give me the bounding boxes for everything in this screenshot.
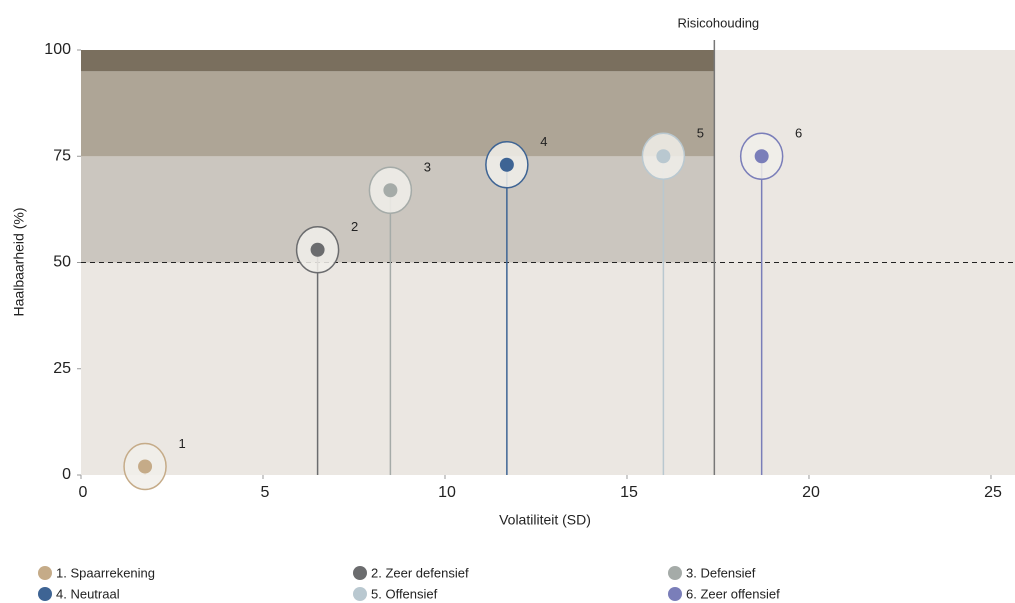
risk-line-label: Risicohouding — [678, 15, 760, 30]
point — [138, 459, 153, 474]
point-label: 1 — [178, 436, 185, 451]
legend-label: 6. Zeer offensief — [686, 586, 780, 601]
legend-marker — [668, 566, 682, 580]
legend-label: 5. Offensief — [371, 586, 438, 601]
x-tick-label: 15 — [620, 484, 638, 501]
x-tick-label: 20 — [802, 484, 820, 501]
legend-label: 3. Defensief — [686, 565, 756, 580]
point — [754, 149, 769, 164]
point — [499, 157, 514, 172]
x-tick-label: 10 — [438, 484, 456, 501]
y-tick-label: 25 — [53, 360, 71, 377]
point-label: 6 — [795, 126, 802, 141]
band — [81, 50, 715, 72]
point-label: 2 — [351, 219, 358, 234]
point-label: 5 — [697, 126, 704, 141]
x-tick-label: 5 — [261, 484, 270, 501]
x-axis-label: Volatiliteit (SD) — [499, 512, 591, 528]
point — [310, 242, 325, 257]
legend-marker — [38, 587, 52, 601]
legend-marker — [668, 587, 682, 601]
y-tick-label: 0 — [62, 466, 71, 483]
legend-label: 4. Neutraal — [56, 586, 120, 601]
point-label: 3 — [424, 160, 431, 175]
point-label: 4 — [540, 134, 547, 149]
y-tick-label: 100 — [44, 41, 71, 58]
point — [656, 149, 671, 164]
y-tick-label: 75 — [53, 147, 71, 164]
x-tick-label: 25 — [984, 484, 1002, 501]
legend-label: 1. Spaarrekening — [56, 565, 155, 580]
x-tick-label: 0 — [79, 484, 88, 501]
legend-marker — [38, 566, 52, 580]
legend-marker — [353, 587, 367, 601]
legend-marker — [353, 566, 367, 580]
y-tick-label: 50 — [53, 254, 71, 271]
band — [81, 71, 715, 157]
legend-label: 2. Zeer defensief — [371, 565, 469, 580]
y-axis-label: Haalbaarheid (%) — [11, 208, 27, 317]
point — [383, 183, 398, 198]
